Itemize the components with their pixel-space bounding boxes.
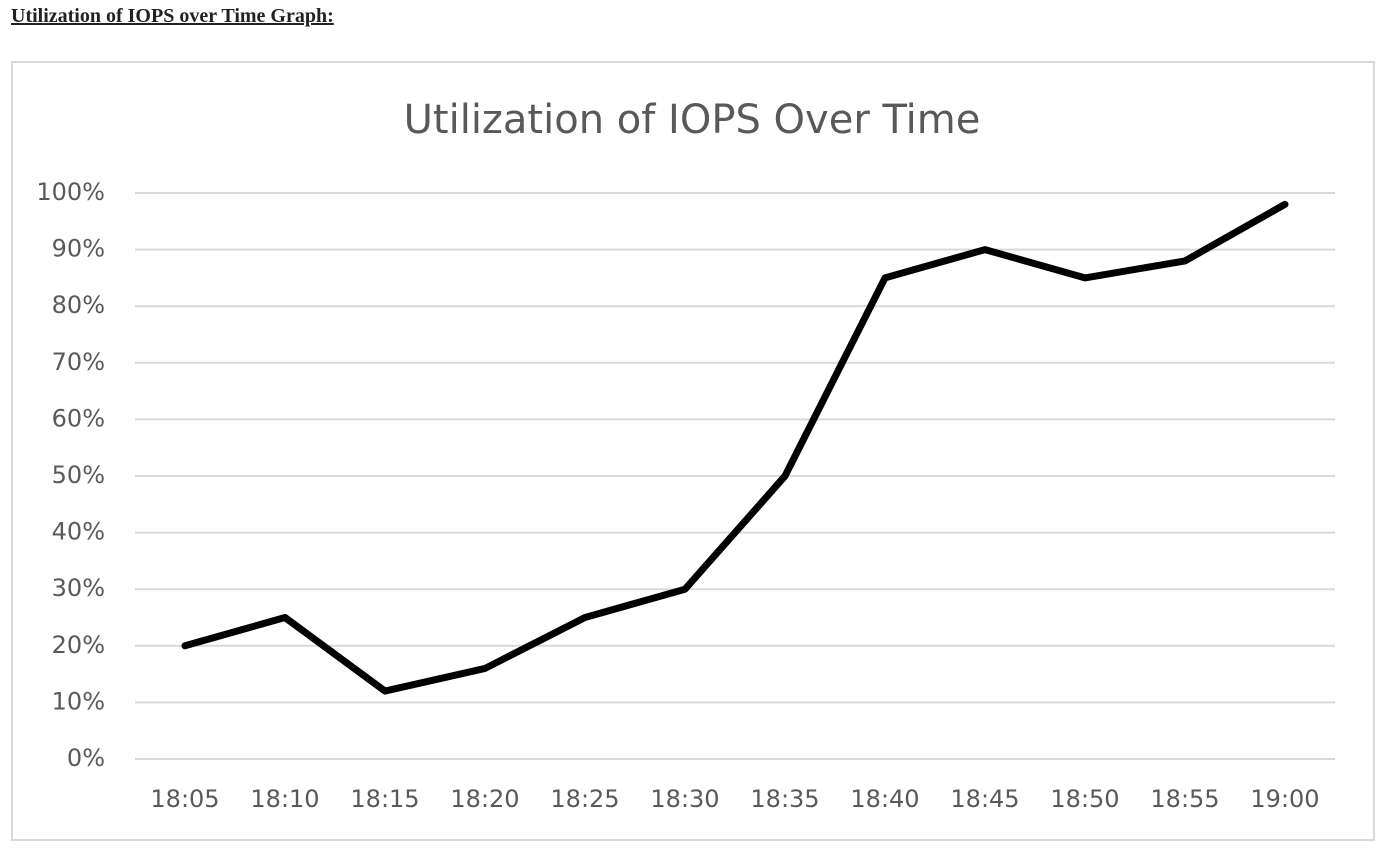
y-tick-label: 80% <box>52 291 105 319</box>
x-tick-label: 18:15 <box>350 785 419 813</box>
y-tick-label: 50% <box>52 461 105 489</box>
x-tick-label: 18:50 <box>1050 785 1119 813</box>
y-tick-label: 0% <box>67 744 105 772</box>
x-tick-label: 18:10 <box>250 785 319 813</box>
x-tick-label: 18:40 <box>850 785 919 813</box>
y-tick-label: 70% <box>52 348 105 376</box>
y-tick-label: 60% <box>52 404 105 432</box>
heading: Utilization of IOPS over Time Graph: <box>11 5 334 27</box>
y-tick-label: 10% <box>52 687 105 715</box>
chart-title: Utilization of IOPS Over Time <box>404 97 981 143</box>
x-tick-label: 18:20 <box>450 785 519 813</box>
x-tick-label: 18:25 <box>550 785 619 813</box>
data-line <box>181 200 1289 695</box>
x-tick-label: 18:55 <box>1150 785 1219 813</box>
x-tick-label: 18:30 <box>650 785 719 813</box>
y-tick-label: 100% <box>36 178 105 206</box>
x-tick-label: 18:35 <box>750 785 819 813</box>
chart-frame <box>11 61 1375 841</box>
x-tick-label: 19:00 <box>1250 785 1319 813</box>
y-tick-label: 20% <box>52 631 105 659</box>
y-tick-label: 30% <box>52 574 105 602</box>
x-tick-label: 18:05 <box>150 785 219 813</box>
y-tick-label: 40% <box>52 518 105 546</box>
x-tick-label: 18:45 <box>950 785 1019 813</box>
y-tick-label: 90% <box>52 235 105 263</box>
